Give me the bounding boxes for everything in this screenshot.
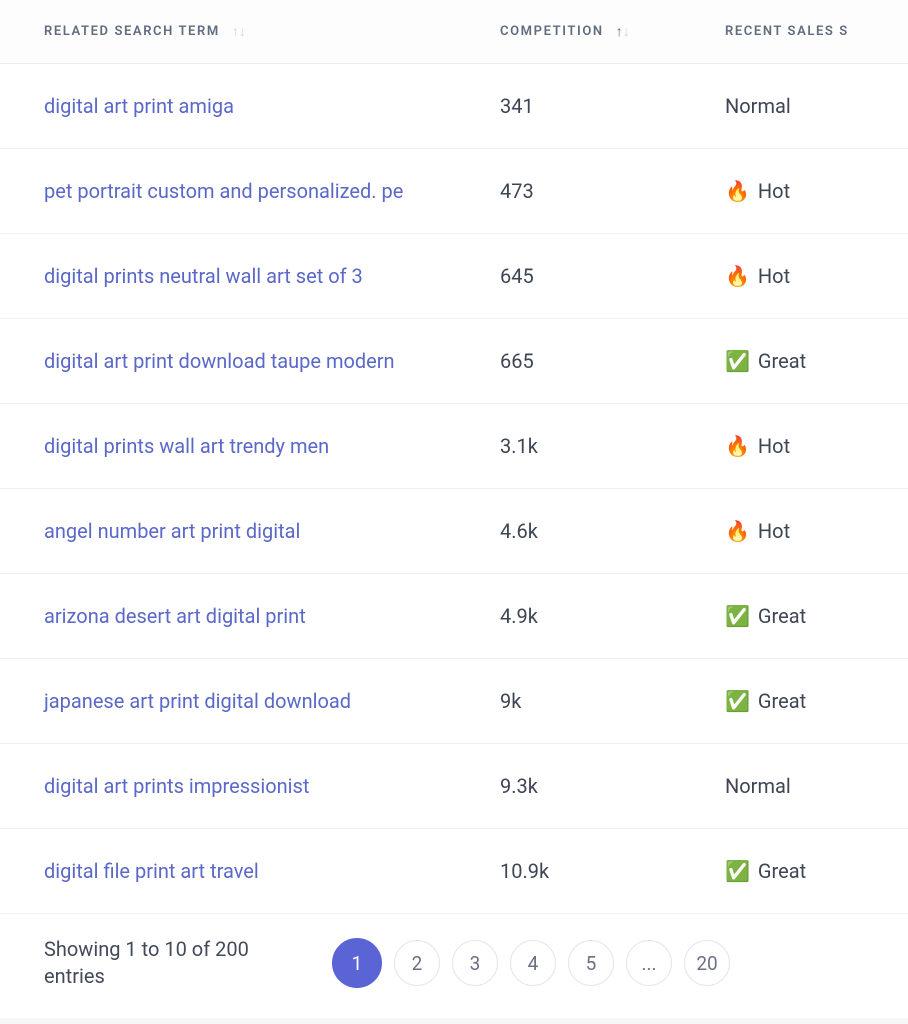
- sort-icon: ↑↓: [232, 25, 244, 39]
- sales-status: 🔥 Hot: [725, 264, 790, 288]
- cell-term: digital file print art travel: [0, 829, 490, 914]
- sales-status-label: Great: [758, 349, 806, 373]
- table-row: japanese art print digital download 9k ✅ Gr…: [0, 659, 908, 744]
- sales-status: ✅ Great: [725, 859, 806, 883]
- cell-competition: 341: [490, 64, 715, 149]
- cell-competition: 4.9k: [490, 574, 715, 659]
- sales-status: ✅ Great: [725, 689, 806, 713]
- check-icon: ✅: [725, 689, 750, 713]
- cell-term: pet portrait custom and personalized. pe: [0, 149, 490, 234]
- cell-term: japanese art print digital download: [0, 659, 490, 744]
- check-icon: ✅: [725, 349, 750, 373]
- cell-competition: 10.9k: [490, 829, 715, 914]
- fire-icon: 🔥: [725, 519, 750, 543]
- table-row: digital art prints impressionist 9.3k Norm…: [0, 744, 908, 829]
- cell-term: digital prints neutral wall art set of 3: [0, 234, 490, 319]
- cell-sales: ✅ Great: [715, 319, 908, 404]
- search-term-link[interactable]: digital prints wall art trendy men: [44, 434, 329, 458]
- cell-sales: 🔥 Hot: [715, 489, 908, 574]
- cell-term: digital prints wall art trendy men: [0, 404, 490, 489]
- table-row: digital art print download taupe modern 6…: [0, 319, 908, 404]
- table-row: pet portrait custom and personalized. pe…: [0, 149, 908, 234]
- sales-status-label: Normal: [725, 774, 791, 798]
- search-term-link[interactable]: digital art print download taupe modern: [44, 349, 395, 373]
- table-footer: Showing 1 to 10 of 200 entries 12345... 2…: [0, 914, 908, 1018]
- table-row: digital prints wall art trendy men 3.1k 🔥 H…: [0, 404, 908, 489]
- search-term-link[interactable]: digital art prints impressionist: [44, 774, 309, 798]
- cell-term: digital art prints impressionist: [0, 744, 490, 829]
- sales-status: ✅ Great: [725, 604, 806, 628]
- cell-competition: 473: [490, 149, 715, 234]
- fire-icon: 🔥: [725, 264, 750, 288]
- sales-status: 🔥 Hot: [725, 434, 790, 458]
- table-row: arizona desert art digital print 4.9k ✅ Gre…: [0, 574, 908, 659]
- sales-status: 🔥 Hot: [725, 519, 790, 543]
- sort-icon: ↑↓: [616, 25, 628, 39]
- sales-status-label: Great: [758, 689, 806, 713]
- cell-sales: ✅ Great: [715, 659, 908, 744]
- search-terms-panel: RELATED SEARCH TERM ↑↓ COMPETITION ↑↓: [0, 0, 908, 1018]
- check-icon: ✅: [725, 859, 750, 883]
- search-term-link[interactable]: digital file print art travel: [44, 859, 259, 883]
- page-button[interactable]: 1: [332, 938, 382, 988]
- page-ellipsis: ...: [626, 940, 672, 986]
- col-header-term[interactable]: RELATED SEARCH TERM ↑↓: [0, 0, 490, 64]
- search-term-link[interactable]: japanese art print digital download: [44, 689, 351, 713]
- cell-term: arizona desert art digital print: [0, 574, 490, 659]
- cell-competition: 9k: [490, 659, 715, 744]
- sales-status: Normal: [725, 774, 791, 798]
- cell-sales: Normal: [715, 64, 908, 149]
- cell-sales: 🔥 Hot: [715, 404, 908, 489]
- cell-competition: 645: [490, 234, 715, 319]
- sales-status: Normal: [725, 94, 791, 118]
- cell-term: digital art print amiga: [0, 64, 490, 149]
- fire-icon: 🔥: [725, 179, 750, 203]
- table-header-row: RELATED SEARCH TERM ↑↓ COMPETITION ↑↓: [0, 0, 908, 64]
- sales-status-label: Hot: [758, 519, 790, 543]
- showing-entries-text: Showing 1 to 10 of 200 entries: [44, 936, 304, 990]
- search-term-link[interactable]: digital prints neutral wall art set of 3: [44, 264, 363, 288]
- page-button[interactable]: 5: [568, 940, 614, 986]
- table-row: angel number art print digital 4.6k 🔥 Hot: [0, 489, 908, 574]
- col-header-competition[interactable]: COMPETITION ↑↓: [490, 0, 715, 64]
- sales-status-label: Great: [758, 859, 806, 883]
- sales-status-label: Hot: [758, 264, 790, 288]
- search-term-link[interactable]: arizona desert art digital print: [44, 604, 306, 628]
- cell-sales: ✅ Great: [715, 829, 908, 914]
- sales-status-label: Hot: [758, 434, 790, 458]
- cell-competition: 665: [490, 319, 715, 404]
- search-term-link[interactable]: digital art print amiga: [44, 94, 234, 118]
- search-terms-table: RELATED SEARCH TERM ↑↓ COMPETITION ↑↓: [0, 0, 908, 914]
- col-header-term-label: RELATED SEARCH TERM: [44, 24, 220, 39]
- sales-status: ✅ Great: [725, 349, 806, 373]
- table-row: digital art print amiga 341 Normal: [0, 64, 908, 149]
- table-row: digital prints neutral wall art set of 3…: [0, 234, 908, 319]
- cell-sales: 🔥 Hot: [715, 149, 908, 234]
- check-icon: ✅: [725, 604, 750, 628]
- col-header-competition-label: COMPETITION: [500, 24, 604, 39]
- col-header-sales-label: RECENT SALES S: [725, 24, 849, 39]
- sales-status: 🔥 Hot: [725, 179, 790, 203]
- pagination: 12345... 20: [332, 938, 730, 988]
- cell-term: angel number art print digital: [0, 489, 490, 574]
- sales-status-label: Hot: [758, 179, 790, 203]
- sales-status-label: Normal: [725, 94, 791, 118]
- cell-term: digital art print download taupe modern: [0, 319, 490, 404]
- col-header-sales[interactable]: RECENT SALES S: [715, 0, 908, 64]
- search-term-link[interactable]: pet portrait custom and personalized. pe: [44, 179, 403, 203]
- cell-competition: 4.6k: [490, 489, 715, 574]
- fire-icon: 🔥: [725, 434, 750, 458]
- cell-sales: Normal: [715, 744, 908, 829]
- table-row: digital file print art travel 10.9k ✅ Great: [0, 829, 908, 914]
- cell-sales: 🔥 Hot: [715, 234, 908, 319]
- search-term-link[interactable]: angel number art print digital: [44, 519, 300, 543]
- cell-sales: ✅ Great: [715, 574, 908, 659]
- page-button[interactable]: 2: [394, 940, 440, 986]
- page-button[interactable]: 20: [684, 940, 730, 986]
- cell-competition: 3.1k: [490, 404, 715, 489]
- page-button[interactable]: 4: [510, 940, 556, 986]
- cell-competition: 9.3k: [490, 744, 715, 829]
- sales-status-label: Great: [758, 604, 806, 628]
- page-button[interactable]: 3: [452, 940, 498, 986]
